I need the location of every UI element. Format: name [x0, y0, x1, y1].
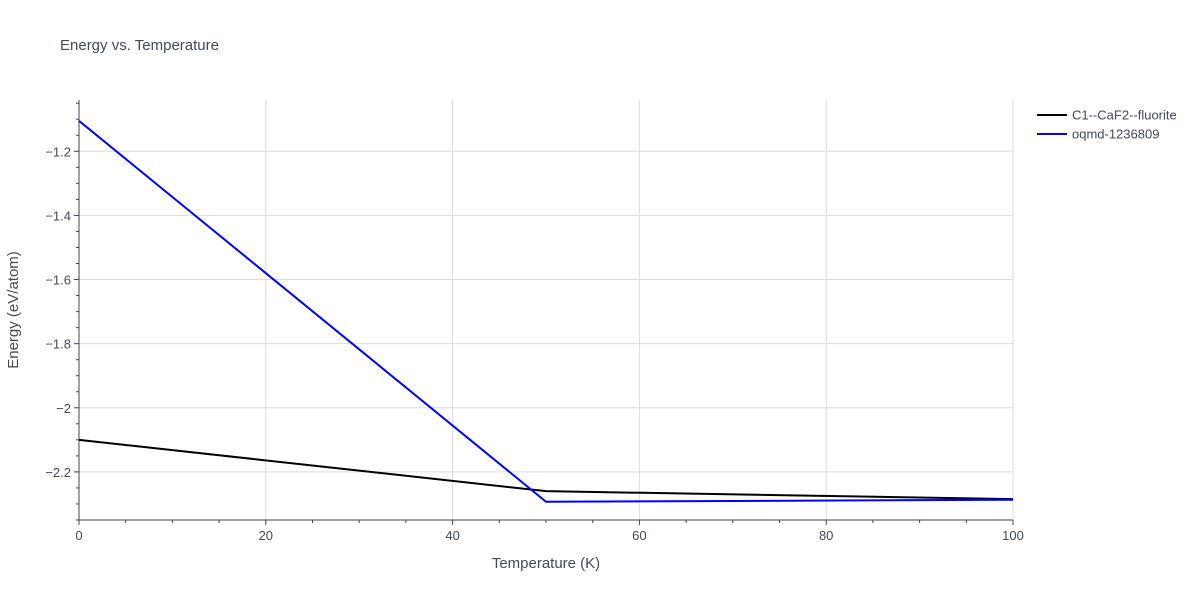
legend[interactable]: C1--CaF2--fluorite oqmd-1236809 [1037, 108, 1177, 142]
legend-label: C1--CaF2--fluorite [1072, 108, 1177, 123]
y-tick-label: −1.8 [45, 337, 71, 352]
x-tick-label: 60 [632, 528, 646, 543]
y-tick-label: −2 [56, 401, 71, 416]
grid [79, 100, 1014, 520]
y-tick-label: −1.4 [45, 208, 71, 223]
x-tick-label: 80 [819, 528, 833, 543]
chart-title: Energy vs. Temperature [60, 37, 219, 54]
x-tick-label: 20 [259, 528, 273, 543]
legend-item[interactable]: C1--CaF2--fluorite [1037, 108, 1177, 123]
y-tick-label: −1.2 [45, 144, 71, 159]
legend-item[interactable]: oqmd-1236809 [1037, 127, 1159, 142]
y-tick-label: −1.6 [45, 273, 71, 288]
series-lines [78, 120, 1014, 503]
y-tick-label: −2.2 [45, 465, 71, 480]
legend-label: oqmd-1236809 [1072, 127, 1159, 142]
y-axis-label: Energy (eV/atom) [5, 251, 22, 369]
series-line-1 [78, 438, 1014, 501]
x-tick-label: 100 [1002, 528, 1024, 543]
x-axis-label: Temperature (K) [492, 555, 600, 572]
series-line-2 [78, 120, 1014, 503]
x-tick-label: 0 [75, 528, 82, 543]
axes: 0 20 40 60 80 100 −2.2 −2 −1.8 −1.6 −1.4 −1.2 [45, 100, 1024, 543]
x-tick-label: 40 [445, 528, 459, 543]
